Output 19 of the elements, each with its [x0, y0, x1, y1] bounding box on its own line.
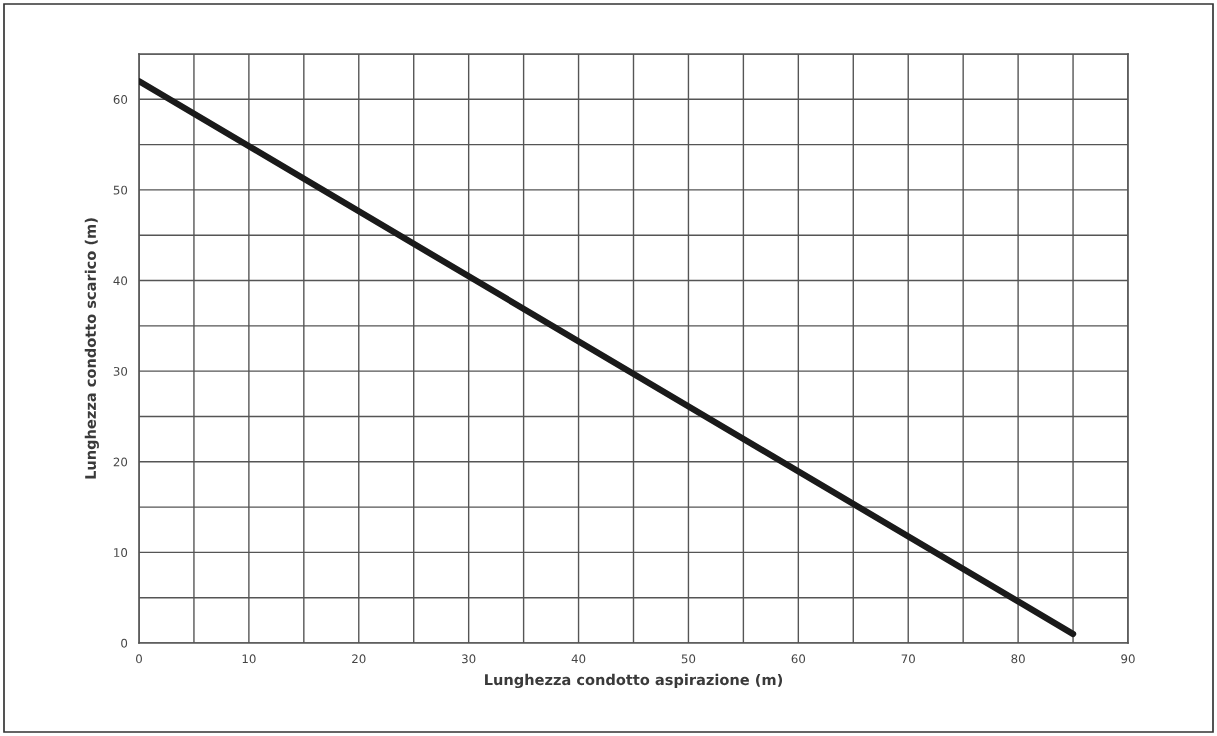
- y-tick-label: 40: [113, 276, 128, 286]
- x-tick-label: 10: [242, 654, 256, 664]
- y-axis-title: Lunghezza condotto scarico (m): [84, 218, 99, 479]
- x-tick-label: 40: [571, 654, 586, 664]
- y-tick-label: 0: [121, 638, 128, 648]
- y-tick-label: 30: [113, 366, 128, 376]
- x-tick-label: 30: [462, 654, 476, 664]
- x-tick-label: 90: [1121, 654, 1135, 664]
- x-tick-label: 0: [136, 654, 142, 664]
- y-tick-label: 10: [114, 548, 128, 558]
- x-tick-label: 60: [791, 654, 806, 664]
- y-tick-label: 60: [113, 95, 128, 104]
- y-tick-label: 20: [113, 457, 128, 467]
- x-axis-title: Lunghezza condotto aspirazione (m): [485, 673, 783, 689]
- x-tick-label: 50: [681, 654, 696, 664]
- x-tick-label: 80: [1011, 654, 1025, 664]
- x-tick-label: 70: [901, 654, 915, 664]
- y-tick-label: 50: [113, 185, 128, 195]
- x-tick-label: 20: [352, 654, 366, 664]
